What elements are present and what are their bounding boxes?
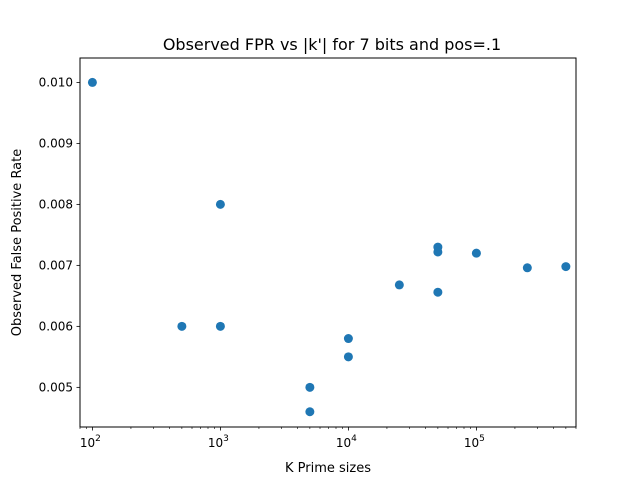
y-tick-label: 0.010 — [39, 75, 73, 89]
x-tick-label: 102 — [80, 434, 101, 450]
data-point — [433, 287, 443, 297]
y-tick-label: 0.009 — [39, 136, 73, 150]
y-tick-label: 0.005 — [39, 380, 73, 394]
y-tick-label: 0.007 — [39, 258, 73, 272]
data-point — [305, 382, 315, 392]
data-points — [87, 77, 571, 417]
data-point — [471, 248, 481, 258]
plot-area — [79, 57, 577, 428]
y-axis-ticks: 0.005 0.006 0.007 0.008 0.009 0.010 — [39, 75, 80, 394]
y-axis-label: Observed False Positive Rate — [10, 149, 25, 337]
data-point — [343, 334, 353, 344]
data-point — [561, 262, 571, 272]
chart-title: Observed FPR vs |k'| for 7 bits and pos=… — [163, 35, 501, 54]
x-minor-ticks — [79, 427, 577, 429]
data-point — [343, 352, 353, 362]
data-point — [215, 199, 225, 209]
data-point — [394, 280, 404, 290]
data-point — [87, 77, 97, 87]
data-point — [522, 263, 532, 273]
y-tick-label: 0.006 — [39, 319, 73, 333]
x-tick-label: 103 — [208, 434, 229, 450]
data-point — [305, 407, 315, 417]
x-axis-ticks: 102 103 104 105 — [80, 427, 485, 450]
data-point — [433, 247, 443, 257]
y-tick-label: 0.008 — [39, 197, 73, 211]
data-point — [177, 321, 187, 331]
x-axis-label: K Prime sizes — [285, 461, 371, 476]
x-tick-label: 104 — [336, 434, 357, 450]
x-tick-label: 105 — [464, 434, 485, 450]
data-point — [215, 321, 225, 331]
